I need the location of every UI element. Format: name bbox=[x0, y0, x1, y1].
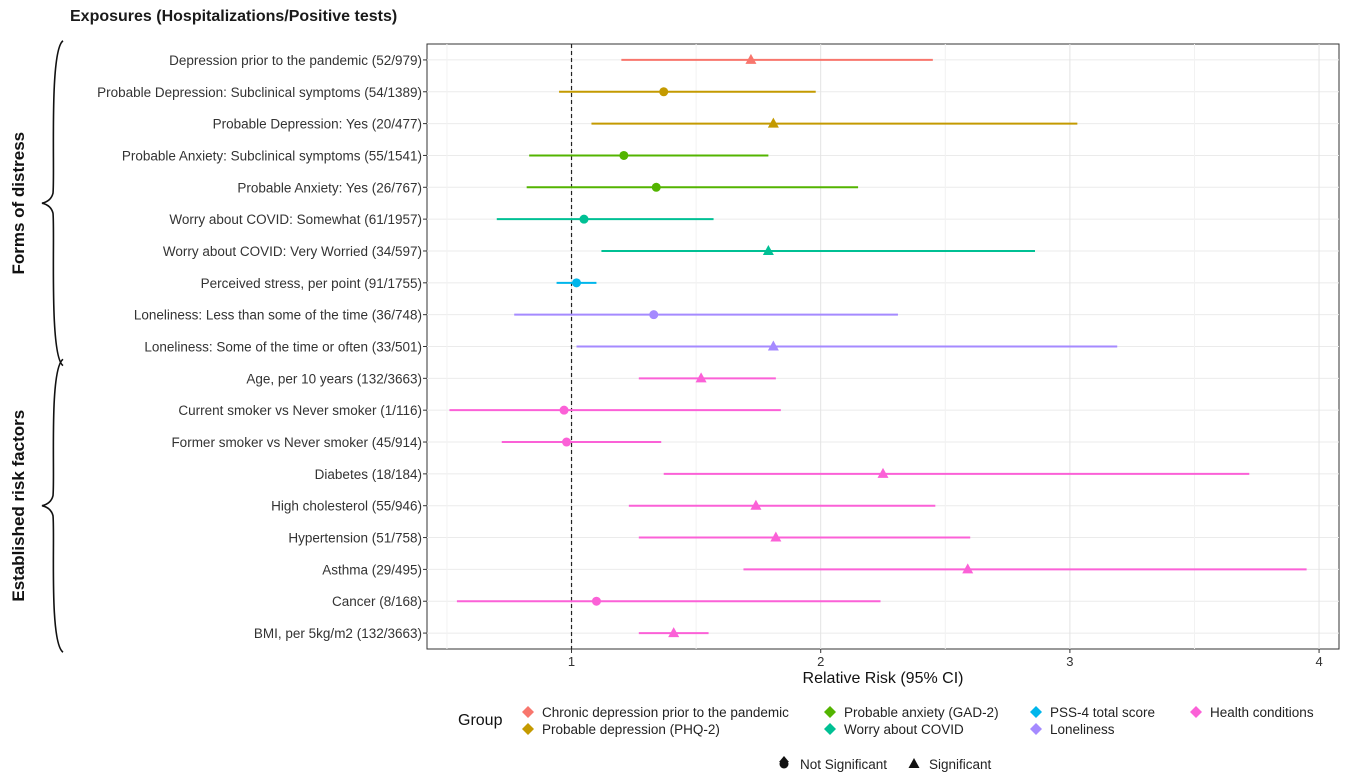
x-tick-label: 2 bbox=[817, 654, 824, 669]
row-label: Diabetes (18/184) bbox=[315, 467, 422, 482]
row-label: Probable Anxiety: Yes (26/767) bbox=[237, 180, 422, 195]
row-label: Loneliness: Some of the time or often (3… bbox=[144, 340, 422, 355]
legend-item-label: Probable anxiety (GAD-2) bbox=[844, 705, 999, 720]
estimate-point bbox=[562, 437, 572, 447]
row-label: Asthma (29/495) bbox=[322, 562, 422, 577]
row-label: Loneliness: Less than some of the time (… bbox=[134, 308, 422, 323]
row-label: BMI, per 5kg/m2 (132/3663) bbox=[254, 626, 422, 641]
legend-title: Group bbox=[458, 712, 503, 729]
estimate-triangle bbox=[767, 340, 779, 351]
legend-shape-label: Not Significant bbox=[800, 757, 887, 772]
x-tick-label: 3 bbox=[1066, 654, 1073, 669]
legend-item-label: Worry about COVID bbox=[844, 722, 964, 737]
estimate-triangle bbox=[750, 499, 762, 510]
row-label: Former smoker vs Never smoker (45/914) bbox=[171, 435, 422, 450]
legend-swatch bbox=[824, 706, 836, 718]
row-label: High cholesterol (55/946) bbox=[271, 499, 422, 514]
row-label: Worry about COVID: Very Worried (34/597) bbox=[163, 244, 422, 259]
legend-shape-label: Significant bbox=[929, 757, 992, 772]
group-brace bbox=[41, 40, 64, 367]
estimate-point bbox=[659, 87, 669, 97]
estimate-point bbox=[619, 150, 629, 160]
legend-item-label: Loneliness bbox=[1050, 722, 1115, 737]
legend-swatch bbox=[824, 723, 836, 735]
group-brackets: Forms of distress Established risk factor… bbox=[9, 40, 64, 653]
legend-swatch bbox=[522, 723, 534, 735]
chart-title: Exposures (Hospitalizations/Positive tes… bbox=[70, 8, 398, 25]
legend-item-label: Health conditions bbox=[1210, 705, 1314, 720]
legend-swatch bbox=[1190, 706, 1202, 718]
row-label: Probable Depression: Yes (20/477) bbox=[213, 117, 422, 132]
legend-circle-cap bbox=[779, 756, 789, 762]
row-label: Perceived stress, per point (91/1755) bbox=[201, 276, 422, 291]
row-label: Worry about COVID: Somewhat (61/1957) bbox=[169, 212, 422, 227]
legend-item-label: Chronic depression prior to the pandemic bbox=[542, 705, 789, 720]
legend-swatch bbox=[522, 706, 534, 718]
group-label: Established risk factors bbox=[9, 410, 28, 602]
row-label: Depression prior to the pandemic (52/979… bbox=[169, 53, 422, 68]
x-tick-label: 4 bbox=[1315, 654, 1322, 669]
estimate-triangle bbox=[668, 627, 680, 638]
group-label: Forms of distress bbox=[9, 132, 28, 275]
estimate-triangle bbox=[877, 467, 889, 478]
estimate-triangle bbox=[962, 563, 974, 574]
row-label: Hypertension (51/758) bbox=[288, 531, 422, 546]
row-label: Probable Anxiety: Subclinical symptoms (… bbox=[122, 148, 422, 163]
row-label: Probable Depression: Subclinical symptom… bbox=[97, 85, 422, 100]
estimate-point bbox=[559, 405, 569, 415]
estimate-triangle bbox=[767, 117, 779, 128]
estimate-point bbox=[651, 182, 661, 192]
estimate-triangle bbox=[745, 53, 757, 64]
estimate-point bbox=[579, 214, 589, 224]
legend-swatch bbox=[1030, 706, 1042, 718]
legend-triangle-icon bbox=[908, 758, 920, 768]
legend-item-label: Probable depression (PHQ-2) bbox=[542, 722, 720, 737]
row-label: Cancer (8/168) bbox=[332, 594, 422, 609]
data-rows: Depression prior to the pandemic (52/979… bbox=[97, 53, 1307, 641]
legend-item-label: PSS-4 total score bbox=[1050, 705, 1155, 720]
row-label: Age, per 10 years (132/3663) bbox=[246, 371, 422, 386]
x-axis-title: Relative Risk (95% CI) bbox=[803, 670, 964, 687]
group-brace bbox=[41, 358, 64, 653]
estimate-point bbox=[649, 310, 659, 320]
row-label: Current smoker vs Never smoker (1/116) bbox=[178, 403, 422, 418]
estimate-point bbox=[572, 278, 582, 288]
estimate-triangle bbox=[762, 244, 774, 255]
estimate-triangle bbox=[695, 372, 707, 383]
estimate-triangle bbox=[770, 531, 782, 542]
x-axis: 1 2 3 4 bbox=[568, 649, 1323, 669]
estimate-point bbox=[591, 596, 601, 606]
x-tick-label: 1 bbox=[568, 654, 575, 669]
legend: Group Chronic depression prior to the pan… bbox=[458, 705, 1314, 772]
legend-swatch bbox=[1030, 723, 1042, 735]
